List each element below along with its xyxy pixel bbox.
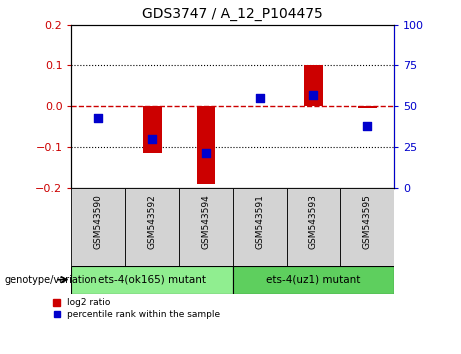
Bar: [125, 188, 179, 266]
Text: GSM543594: GSM543594: [201, 194, 210, 249]
Text: ets-4(ok165) mutant: ets-4(ok165) mutant: [98, 275, 206, 285]
Bar: [179, 188, 233, 266]
Point: [310, 92, 317, 98]
Title: GDS3747 / A_12_P104475: GDS3747 / A_12_P104475: [142, 7, 323, 21]
Point: [364, 123, 371, 129]
Point: [256, 95, 263, 101]
Text: GSM543595: GSM543595: [363, 194, 372, 249]
Text: genotype/variation: genotype/variation: [5, 275, 97, 285]
Bar: [71, 266, 233, 294]
Bar: [340, 188, 394, 266]
Text: GSM543591: GSM543591: [255, 194, 264, 249]
Bar: [233, 266, 394, 294]
Text: ets-4(uz1) mutant: ets-4(uz1) mutant: [266, 275, 361, 285]
Text: GSM543593: GSM543593: [309, 194, 318, 249]
Bar: [233, 188, 287, 266]
Point: [202, 150, 210, 156]
Point: [148, 136, 156, 142]
Point: [95, 115, 102, 120]
Bar: [196, 106, 215, 183]
Bar: [304, 65, 323, 106]
Legend: log2 ratio, percentile rank within the sample: log2 ratio, percentile rank within the s…: [53, 298, 220, 319]
Bar: [71, 188, 125, 266]
Bar: [287, 188, 340, 266]
Bar: [358, 106, 377, 108]
Text: GSM543592: GSM543592: [148, 194, 157, 249]
Bar: [143, 106, 161, 153]
Text: GSM543590: GSM543590: [94, 194, 103, 249]
